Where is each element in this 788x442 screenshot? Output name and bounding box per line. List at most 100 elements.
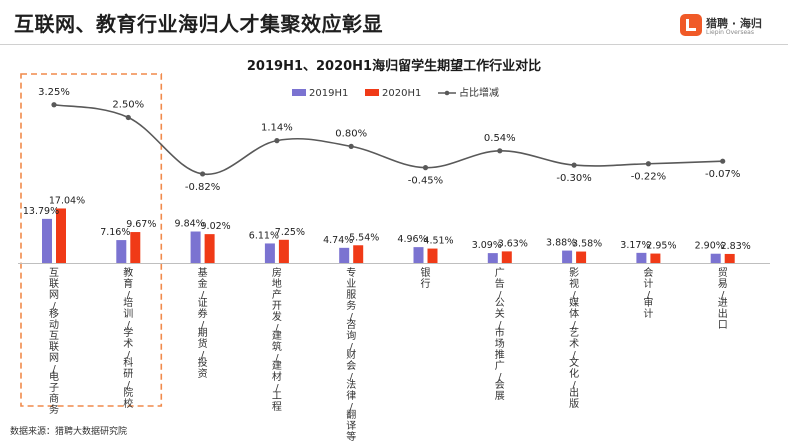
category-label-char: 工 bbox=[272, 391, 282, 402]
category-label-char: 务 bbox=[49, 403, 59, 416]
bar-label-2019: 2.90% bbox=[695, 241, 725, 252]
category-label-char: / bbox=[572, 380, 576, 391]
category-label-char: 会 bbox=[346, 359, 356, 372]
category-label-char: 券 bbox=[198, 307, 208, 320]
category-label-char: / bbox=[721, 290, 725, 301]
change-point bbox=[645, 161, 652, 167]
category-label-char: / bbox=[498, 320, 502, 331]
category-label-char: 联 bbox=[49, 341, 59, 353]
category-label-char: / bbox=[127, 380, 131, 391]
category-label-char: / bbox=[647, 290, 651, 301]
category-label-char: 地 bbox=[272, 277, 282, 290]
bar-2020 bbox=[204, 234, 215, 263]
category-label-char: 培 bbox=[123, 296, 133, 309]
brand-logo: 猎聘 · 海归 Liepin Overseas bbox=[680, 14, 780, 40]
bar-2020 bbox=[427, 248, 438, 263]
category-label-char: 务 bbox=[346, 299, 356, 312]
category-label-char: / bbox=[201, 290, 205, 301]
bar-2019 bbox=[562, 250, 573, 263]
bar-label-2020: 5.54% bbox=[349, 232, 379, 243]
bar-label-2020: 3.63% bbox=[498, 238, 528, 249]
bar-label-2019: 3.88% bbox=[546, 238, 576, 249]
change-label: -0.30% bbox=[556, 173, 591, 184]
category-label-char: 影 bbox=[569, 267, 579, 279]
category-label-char: / bbox=[201, 320, 205, 331]
change-point bbox=[274, 138, 280, 144]
category-label-char: / bbox=[572, 320, 576, 331]
header-divider bbox=[0, 44, 788, 45]
category-label-char: 翻 bbox=[346, 409, 356, 421]
category-label-char: / bbox=[275, 323, 279, 334]
category-label-char: 计 bbox=[643, 277, 653, 290]
category-label-char: 公 bbox=[495, 298, 505, 309]
bar-label-2020: 9.02% bbox=[201, 221, 231, 232]
category-label-char: 联 bbox=[49, 278, 59, 290]
category-label-char: 学 bbox=[123, 326, 133, 339]
bar-label-2020: 4.51% bbox=[423, 236, 453, 247]
change-point bbox=[571, 162, 577, 168]
category-label-char: 易 bbox=[718, 278, 728, 290]
bar-label-2019: 3.09% bbox=[472, 240, 502, 251]
category-label-char: 网 bbox=[49, 289, 59, 301]
bar-2020 bbox=[501, 251, 512, 263]
bar-label-2019: 7.16% bbox=[100, 227, 130, 238]
category-label-char: / bbox=[350, 342, 354, 353]
category-label-char: / bbox=[350, 372, 354, 383]
category-label-char: 视 bbox=[569, 277, 579, 290]
category-label-char: 开 bbox=[272, 301, 282, 312]
header-bar: 互联网、教育行业海归人才集聚效应彰显 猎聘 · 海归 Liepin Overse… bbox=[0, 0, 788, 44]
category-label-char: 市 bbox=[495, 326, 505, 339]
category-label-char: / bbox=[275, 353, 279, 364]
bar-2019 bbox=[190, 231, 201, 263]
change-point bbox=[720, 158, 726, 164]
category-label-char: 等 bbox=[346, 430, 356, 442]
category-label-char: 出 bbox=[569, 386, 579, 399]
category-label-char: 子 bbox=[49, 382, 59, 394]
bar-label-2019: 4.96% bbox=[397, 234, 427, 245]
category-label-char: 互 bbox=[49, 267, 59, 279]
category-label-char: 服 bbox=[346, 289, 356, 301]
category-label-char: 校 bbox=[123, 397, 133, 410]
data-source-note: 数据来源：猎聘大数据研究院 bbox=[10, 427, 128, 437]
category-label-char: 互 bbox=[49, 330, 59, 342]
category-label-char: 商 bbox=[49, 392, 59, 405]
category-label-char: 电 bbox=[49, 370, 59, 383]
category-label-char: / bbox=[498, 372, 502, 383]
category-label-char: 审 bbox=[643, 296, 653, 309]
change-label: -0.22% bbox=[631, 172, 666, 183]
category-label-char: 广 bbox=[495, 360, 505, 372]
change-point bbox=[51, 102, 57, 108]
category-label-char: 化 bbox=[569, 367, 579, 380]
category-label-char: 动 bbox=[49, 319, 59, 331]
category-label-char: / bbox=[572, 350, 576, 361]
category-label-char: / bbox=[350, 312, 354, 323]
category-label-char: 贸 bbox=[718, 267, 728, 279]
category-label-char: 进 bbox=[718, 297, 728, 309]
category-label-char: 筑 bbox=[272, 340, 282, 353]
category-label-char: 金 bbox=[198, 277, 208, 290]
category-label-char: 教 bbox=[123, 266, 133, 279]
legend-label-2019: 2019H1 bbox=[309, 88, 348, 99]
category-label-char: 基 bbox=[198, 266, 208, 279]
category-label-char: 业 bbox=[346, 278, 356, 290]
category-label-char: 产 bbox=[272, 288, 282, 301]
category-label-char: 房 bbox=[272, 266, 282, 279]
bar-2019 bbox=[636, 252, 647, 263]
category-label-char: 投 bbox=[198, 356, 208, 369]
bar-2020 bbox=[353, 245, 364, 263]
logo-name: 猎聘 · 海归 bbox=[706, 17, 762, 30]
legend-swatch-2020 bbox=[365, 89, 379, 96]
legend-marker-change bbox=[444, 90, 450, 96]
category-label-char: 网 bbox=[49, 352, 59, 364]
highlight-box bbox=[20, 73, 163, 407]
category-label-char: 发 bbox=[272, 310, 282, 323]
category-label-char: 行 bbox=[421, 277, 431, 290]
category-label-char: 银 bbox=[421, 266, 431, 279]
bar-2020 bbox=[130, 232, 141, 263]
bar-2020 bbox=[576, 251, 587, 263]
category-label-char: / bbox=[572, 290, 576, 301]
change-label: 0.54% bbox=[484, 133, 516, 144]
category-label-char: 专 bbox=[346, 266, 356, 279]
category-label-char: 法 bbox=[346, 378, 356, 391]
